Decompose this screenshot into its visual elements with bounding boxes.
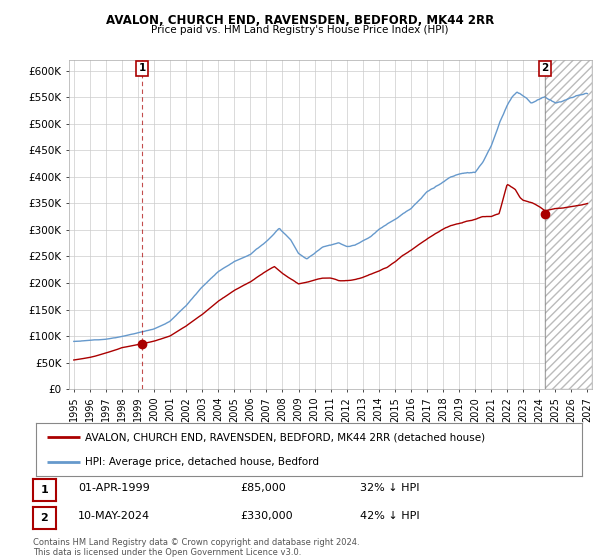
Text: 2: 2 (41, 513, 48, 523)
Text: 1: 1 (139, 63, 146, 73)
Text: AVALON, CHURCH END, RAVENSDEN, BEDFORD, MK44 2RR (detached house): AVALON, CHURCH END, RAVENSDEN, BEDFORD, … (85, 432, 485, 442)
Text: AVALON, CHURCH END, RAVENSDEN, BEDFORD, MK44 2RR: AVALON, CHURCH END, RAVENSDEN, BEDFORD, … (106, 14, 494, 27)
Text: 1: 1 (41, 485, 48, 495)
Text: 10-MAY-2024: 10-MAY-2024 (78, 511, 150, 521)
Text: Price paid vs. HM Land Registry's House Price Index (HPI): Price paid vs. HM Land Registry's House … (151, 25, 449, 35)
Bar (545, 60, 592, 389)
Text: HPI: Average price, detached house, Bedford: HPI: Average price, detached house, Bedf… (85, 456, 319, 466)
Text: £330,000: £330,000 (240, 511, 293, 521)
Text: 42% ↓ HPI: 42% ↓ HPI (360, 511, 419, 521)
Text: 32% ↓ HPI: 32% ↓ HPI (360, 483, 419, 493)
Text: Contains HM Land Registry data © Crown copyright and database right 2024.
This d: Contains HM Land Registry data © Crown c… (33, 538, 359, 557)
Text: 2: 2 (542, 63, 549, 73)
Bar (545, 60, 592, 389)
Text: £85,000: £85,000 (240, 483, 286, 493)
Text: 01-APR-1999: 01-APR-1999 (78, 483, 150, 493)
